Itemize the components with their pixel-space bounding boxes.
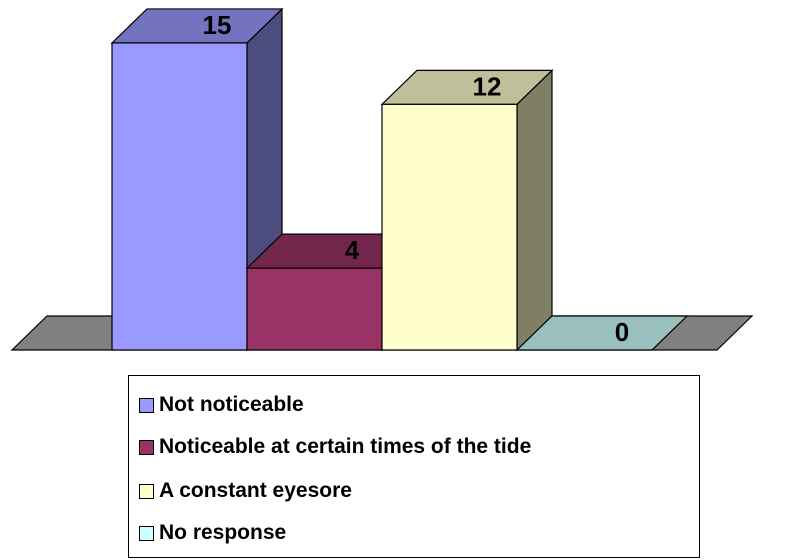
legend-swatch-no-response [139,525,154,541]
legend-item-constant-eyesore: A constant eyesore [139,476,352,506]
bar-top-no-response [515,315,689,351]
legend-swatch-not-noticeable [139,397,154,413]
data-label-a-constant-eyesore: 12 [473,71,502,101]
bar-front-not-noticeable [111,42,248,351]
bar-no-response [515,315,689,351]
legend-swatch-noticeable-tide [139,439,154,455]
legend-item-not-noticeable: Not noticeable [139,390,304,420]
data-label-no-response: 0 [615,317,629,347]
data-label-noticeable-at-certain-times-of-the-tide: 4 [345,235,360,265]
legend-label-not-noticeable: Not noticeable [159,393,304,416]
legend-swatch-constant-eyesore [139,483,154,499]
bar-front-noticeable-at-certain-times-of-the-tide [246,267,383,351]
chart-legend: Not noticeable Noticeable at certain tim… [128,375,700,558]
legend-label-constant-eyesore: A constant eyesore [159,479,352,502]
legend-label-noticeable-tide: Noticeable at certain times of the tide [159,435,532,458]
bar-front-a-constant-eyesore [381,103,518,351]
bar-a-constant-eyesore [380,68,554,352]
bar-side-a-constant-eyesore [516,68,553,352]
bar-not-noticeable [110,7,284,352]
legend-item-no-response: No response [139,518,286,548]
legend-label-no-response: No response [159,521,287,544]
bar-chart: 15 4 12 0 [10,7,754,352]
data-label-not-noticeable: 15 [203,10,232,40]
legend-item-noticeable-tide: Noticeable at certain times of the tide [139,432,531,462]
